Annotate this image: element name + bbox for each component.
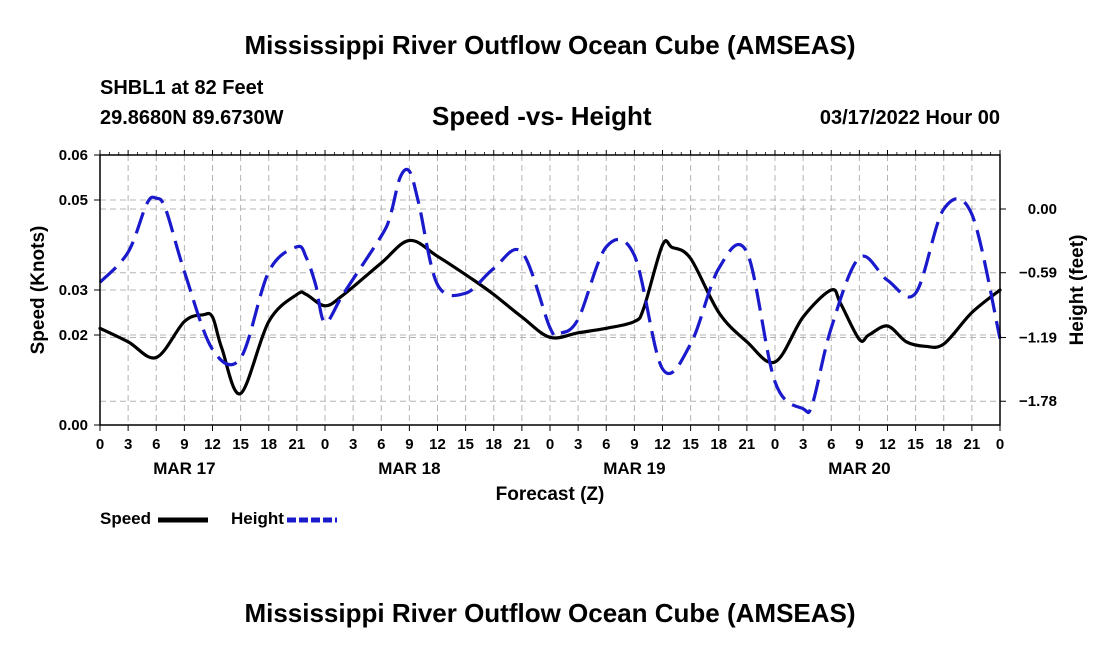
x-tick-label: 3 (349, 436, 357, 453)
x-tick-label: 21 (739, 436, 756, 453)
legend-height-label: Height (231, 509, 284, 528)
x-tick-label: 12 (654, 436, 671, 453)
coordinates-label: 29.8680N 89.6730W (100, 107, 284, 129)
x-tick-label: 18 (935, 436, 952, 453)
x-tick-label: 6 (827, 436, 835, 453)
x-axis-title: Forecast (Z) (496, 484, 605, 505)
legend-height-swatch (286, 517, 337, 523)
chart-subtitle: Speed -vs- Height (432, 101, 652, 131)
x-tick-label: 0 (96, 436, 104, 453)
grid-lines (100, 155, 1000, 425)
height-series-line (98, 167, 1002, 415)
x-tick-label: 6 (602, 436, 610, 453)
date-label: MAR 17 (153, 459, 215, 478)
footer-title: Mississippi River Outflow Ocean Cube (AM… (244, 598, 856, 628)
x-tick-label: 0 (771, 436, 779, 453)
x-tick-label: 0 (546, 436, 554, 453)
legend-speed: Speed (100, 509, 210, 529)
date-label: MAR 19 (603, 459, 665, 478)
y-tick-label: 0.06 (59, 147, 88, 164)
y2-tick-label: −1.78 (1019, 393, 1057, 410)
x-tick-label: 18 (260, 436, 277, 453)
x-tick-label: 18 (485, 436, 502, 453)
legend-speed-label: Speed (100, 509, 152, 528)
y-tick-label: 0.03 (59, 282, 88, 299)
x-tick-label: 15 (457, 436, 474, 453)
x-tick-label: 9 (855, 436, 863, 453)
x-tick-label: 0 (321, 436, 329, 453)
y2-axis-title: Height (feet) (1067, 235, 1088, 346)
y-tick-label: 0.05 (59, 192, 88, 209)
y-tick-label: 0.02 (59, 327, 88, 344)
x-tick-label: 12 (204, 436, 221, 453)
x-tick-label: 9 (630, 436, 638, 453)
x-tick-label: 3 (124, 436, 132, 453)
chart-title: Mississippi River Outflow Ocean Cube (AM… (244, 30, 856, 60)
x-tick-label: 12 (879, 436, 896, 453)
x-tick-label: 3 (799, 436, 807, 453)
x-tick-label: 21 (289, 436, 306, 453)
y2-tick-label: 0.00 (1028, 201, 1057, 218)
x-tick-label: 9 (405, 436, 413, 453)
date-label: MAR 18 (378, 459, 440, 478)
y2-tick-label: −0.59 (1019, 265, 1057, 282)
forecast-datetime: 03/17/2022 Hour 00 (819, 107, 1000, 129)
x-tick-label: 0 (996, 436, 1004, 453)
y-tick-label: 0.00 (59, 417, 88, 434)
y2-tick-label: −1.19 (1019, 330, 1057, 347)
legend-height: Height (231, 509, 339, 529)
x-tick-label: 15 (682, 436, 699, 453)
x-tick-label: 3 (574, 436, 582, 453)
series-layer (98, 167, 1002, 415)
x-tick-label: 15 (232, 436, 249, 453)
date-label: MAR 20 (828, 459, 890, 478)
legend-speed-swatch (157, 517, 208, 523)
axis-layer: 0 3 6 9 12 15 18 21 0 3 6 9 12 15 18 21 0 3 6 9 12 15 18 21 0 3 6 9… (28, 147, 1088, 505)
x-tick-label: 15 (907, 436, 924, 453)
x-tick-label: 6 (152, 436, 160, 453)
x-tick-label: 21 (514, 436, 531, 453)
station-label: SHBL1 at 82 Feet (100, 77, 264, 99)
x-tick-label: 6 (377, 436, 385, 453)
x-tick-label: 12 (429, 436, 446, 453)
y-axis-title: Speed (Knots) (28, 226, 49, 355)
speed-series-line (98, 238, 1002, 396)
x-tick-label: 21 (964, 436, 981, 453)
x-tick-label: 9 (180, 436, 188, 453)
x-tick-label: 18 (710, 436, 727, 453)
